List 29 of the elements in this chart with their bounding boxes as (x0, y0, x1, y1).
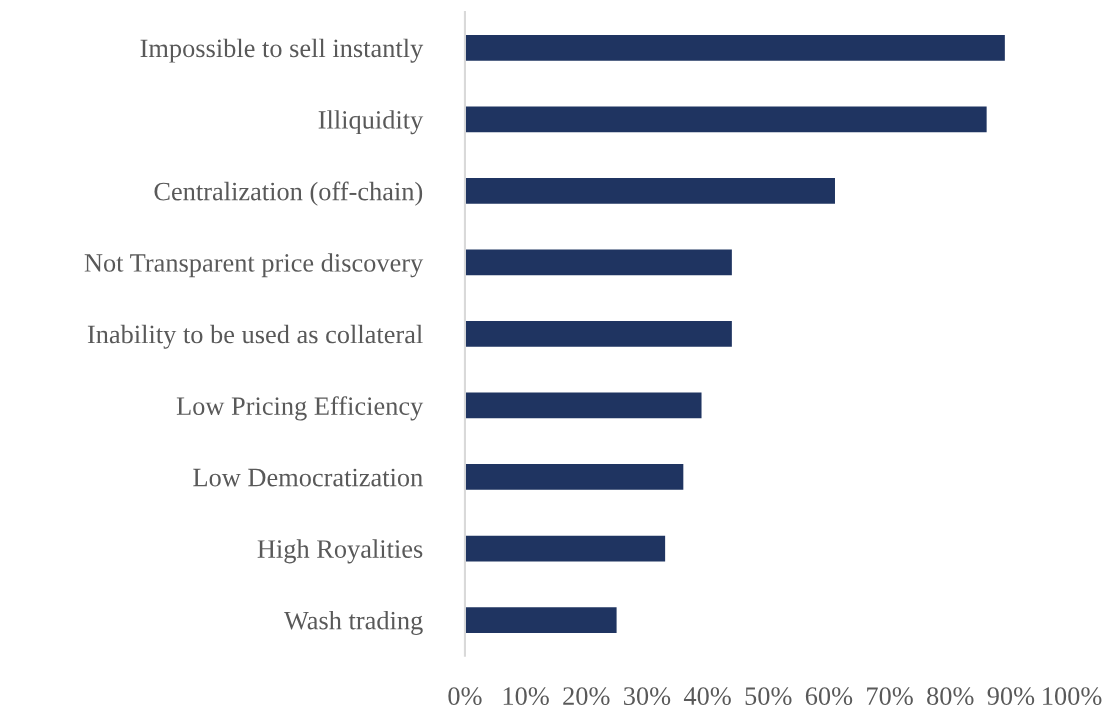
bar (464, 607, 617, 633)
bar (464, 535, 666, 562)
x-tick-label: 90% (987, 687, 1035, 706)
bar (464, 106, 987, 133)
y-tick-label: Low Democratization (193, 468, 423, 487)
bar (464, 249, 732, 276)
x-tick-label: 0% (448, 687, 482, 706)
bar (464, 321, 732, 347)
x-tick-label: 80% (927, 687, 974, 706)
x-tick-label: 20% (563, 687, 610, 706)
y-tick-label: Not Transparent price discovery (84, 253, 424, 278)
y-tick-label: Inability to be used as collateral (87, 324, 423, 349)
bar (464, 392, 702, 419)
x-tick-label: 30% (624, 687, 671, 706)
x-tick-label: 40% (683, 687, 731, 706)
bar (464, 34, 1005, 61)
x-tick-label: 60% (805, 687, 853, 706)
y-tick-label: Centralization (off-chain) (154, 181, 423, 206)
y-tick-label: Wash trading (283, 610, 423, 635)
bar (464, 178, 835, 204)
x-tick-label: 100% (1043, 687, 1102, 706)
bar (464, 464, 684, 490)
y-tick-label: Low Pricing Efficiency (176, 396, 424, 421)
y-tick-label: Illiquidity (318, 110, 424, 135)
x-tick-label: 50% (745, 687, 792, 706)
y-tick-label: Impossible to sell instantly (140, 38, 424, 63)
x-tick-label: 70% (867, 687, 913, 706)
x-tick-label: 10% (503, 687, 549, 706)
y-tick-label: High Royalities (257, 539, 423, 564)
